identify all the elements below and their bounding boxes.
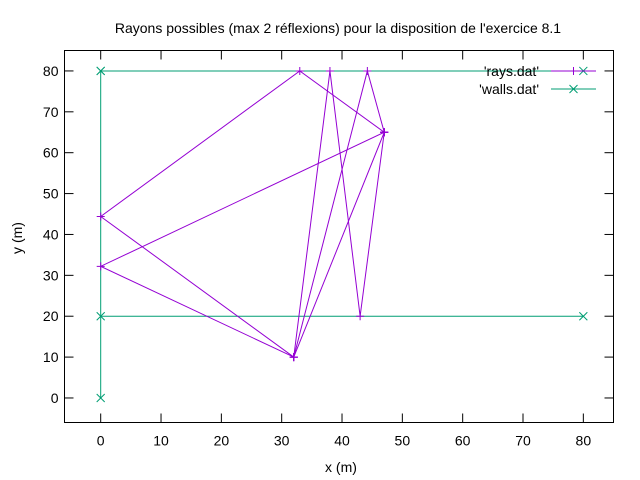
y-tick-label: 40: [43, 226, 59, 242]
rays-point: [289, 353, 298, 362]
y-tick-label: 10: [43, 349, 59, 365]
x-tick-label: 40: [334, 433, 350, 449]
y-tick-label: 20: [43, 308, 59, 324]
y-tick-label: 30: [43, 267, 59, 283]
y-axis-label: y (m): [9, 222, 25, 254]
rays-point: [363, 66, 372, 75]
x-axis-label: x (m): [325, 459, 357, 475]
walls-point: [578, 311, 588, 321]
x-tick-label: 10: [153, 433, 169, 449]
x-tick-label: 0: [97, 433, 105, 449]
legend-marker-rays: [569, 67, 578, 75]
x-tick-label: 20: [214, 433, 230, 449]
x-tick-label: 60: [455, 433, 471, 449]
x-tick-label: 30: [274, 433, 290, 449]
rays-line: [99, 70, 385, 358]
series-layer: [96, 66, 588, 403]
y-tick-label: 60: [43, 145, 59, 161]
chart-title: Rayons possibles (max 2 réflexions) pour…: [115, 20, 561, 36]
legend-marker-walls: [569, 84, 578, 94]
plot-frame: [64, 50, 614, 423]
rays-point: [325, 66, 334, 75]
rays-line: [293, 132, 385, 358]
rays-point: [96, 212, 105, 221]
x-tick-label: 80: [576, 433, 592, 449]
axes: 0 10 20 30 40 50 60 70 80 0 10 20 30 40 50 60 70 80: [43, 50, 614, 449]
x-tick-label: 50: [395, 433, 411, 449]
walls-point: [96, 393, 106, 403]
rays-point: [295, 66, 304, 75]
walls-point: [96, 66, 106, 76]
rays-point: [356, 312, 365, 321]
series-walls: [96, 66, 588, 403]
y-tick-label: 70: [43, 104, 59, 120]
series-rays: [96, 66, 389, 362]
rays-point: [96, 262, 105, 271]
legend-label-rays: 'rays.dat': [484, 63, 539, 79]
x-tick-label: 70: [515, 433, 531, 449]
y-tick-label: 80: [43, 63, 59, 79]
rays-line: [293, 70, 385, 358]
y-tick-label: 50: [43, 186, 59, 202]
walls-point: [96, 311, 106, 321]
y-tick-label: 0: [51, 390, 59, 406]
legend-label-walls: 'walls.dat': [479, 81, 539, 97]
legend: 'rays.dat' 'walls.dat': [479, 63, 596, 97]
rays-line: [293, 68, 385, 358]
rays-point: [380, 128, 389, 137]
